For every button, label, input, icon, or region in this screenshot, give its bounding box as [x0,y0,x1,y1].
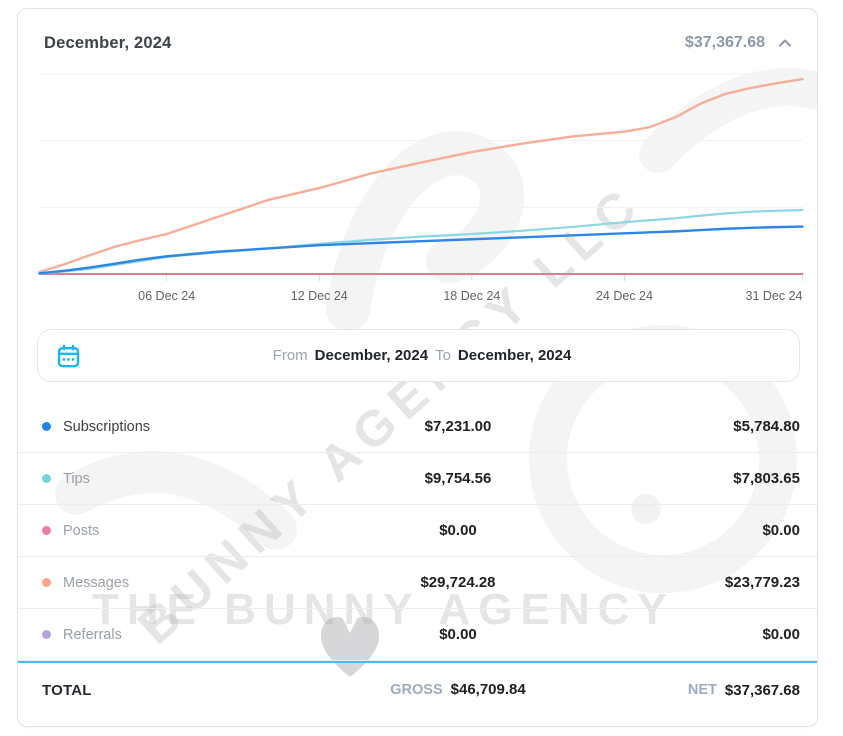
gross-label: GROSS [390,682,443,698]
table-row-posts[interactable]: Posts $0.00 $0.00 [18,505,817,557]
x-axis-label: 24 Dec 24 [596,289,653,303]
total-separator-line [18,661,817,663]
series-line-tips [38,208,804,275]
table-row-referrals[interactable]: Referrals $0.00 $0.00 [18,609,817,661]
total-net-group: NET $37,367.68 [688,682,800,699]
row-net-value: $5,784.80 [733,418,800,435]
subscriptions-color-dot [42,422,51,431]
row-net-value: $0.00 [762,626,800,643]
total-row: TOTAL GROSS $46,709.84 NET $37,367.68 [18,663,817,717]
calendar-icon[interactable] [55,343,82,370]
net-value: $37,367.68 [724,681,800,699]
x-axis-label: 18 Dec 24 [443,289,500,303]
row-net-value: $7,803.65 [733,470,800,487]
row-net-value: $0.00 [762,522,800,539]
panel-header: December, 2024 $37,367.68 [18,9,817,71]
messages-color-dot [42,578,51,587]
to-value: December, 2024 [457,347,572,364]
net-label: NET [687,682,717,698]
row-gross-value: $29,724.28 [420,574,496,591]
table-row-tips[interactable]: Tips $9,754.56 $7,803.65 [18,453,817,505]
date-range-text: From December, 2024 To December, 2024 [38,347,799,364]
row-label: Referrals [63,626,122,643]
table-row-subscriptions[interactable]: Subscriptions $7,231.00 $5,784.80 [18,401,817,453]
row-gross-value: $0.00 [439,626,477,643]
referrals-color-dot [42,630,51,639]
x-axis-label: 31 Dec 24 [746,289,803,303]
chevron-up-icon[interactable] [777,35,793,51]
row-gross-value: $7,231.00 [424,418,492,435]
row-label: Tips [63,470,90,487]
total-gross-group: GROSS $46,709.84 [318,681,598,699]
chart-canvas: 06 Dec 24 12 Dec 24 18 Dec 24 24 Dec 24 31 D… [38,73,804,303]
row-label: Subscriptions [63,418,151,435]
from-value: December, 2024 [314,347,429,364]
period-net-amount: $37,367.68 [684,34,765,51]
earnings-line-chart: 06 Dec 24 12 Dec 24 18 Dec 24 24 Dec 24 31 D… [38,64,804,312]
earnings-table: Subscriptions $7,231.00 $5,784.80 Tips $… [18,401,817,717]
posts-color-dot [42,526,51,535]
tips-color-dot [42,474,51,483]
row-gross-value: $0.00 [439,522,477,539]
row-gross-value: $9,754.56 [424,470,492,487]
earnings-panel: BUNNY AGENCY LLC THE BUNNY AGENCY Decemb… [17,8,818,727]
series-line-messages [38,77,804,274]
total-label: TOTAL [42,681,92,699]
period-title: December, 2024 [44,33,172,52]
to-label: To [435,347,451,364]
row-label: Posts [63,522,100,539]
from-label: From [272,347,308,364]
row-net-value: $23,779.23 [724,574,800,591]
series-line-subscriptions [38,225,804,275]
gross-value: $46,709.84 [450,681,526,698]
row-label: Messages [63,574,130,591]
table-row-messages[interactable]: Messages $29,724.28 $23,779.23 [18,557,817,609]
x-axis-label: 06 Dec 24 [138,289,195,303]
x-axis-label: 12 Dec 24 [291,289,348,303]
date-range-selector[interactable]: From December, 2024 To December, 2024 [37,329,800,382]
